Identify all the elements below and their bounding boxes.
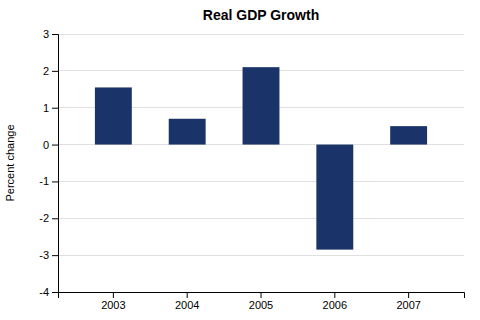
y-axis-label: Percent change: [4, 124, 16, 201]
grid-line: [58, 255, 464, 256]
tick-label: 3: [43, 28, 49, 40]
tick-label: -1: [39, 175, 49, 187]
tick-label: -3: [39, 249, 49, 261]
y-tick: 3: [43, 28, 58, 40]
title: Real GDP Growth: [203, 7, 319, 23]
bar: [169, 119, 206, 145]
x-tick: 2007: [396, 292, 420, 311]
y-axis: -4 -3 -2 -1 0 1 2 3: [39, 28, 58, 298]
tick-mark: [52, 292, 58, 293]
x-tick: 2006: [323, 292, 347, 311]
tick-label: 1: [43, 102, 49, 114]
bar: [243, 67, 280, 144]
y-tick: 1: [43, 102, 58, 114]
plot: -4 -3 -2 -1 0 1 2 3 2003 2004 2005 2006 2007: [39, 28, 464, 311]
bar: [316, 145, 353, 250]
grid-line: [58, 181, 464, 182]
tick-mark: [52, 255, 58, 256]
tick-mark: [52, 34, 58, 35]
tick-mark: [52, 108, 58, 109]
tick-mark: [261, 292, 262, 298]
y-tick: -1: [39, 175, 58, 187]
tick-mark: [52, 71, 58, 72]
tick-label: 2007: [396, 299, 420, 311]
bars: [95, 67, 427, 249]
tick-mark: [52, 145, 58, 146]
tick-label: 2: [43, 65, 49, 77]
x-tick: 2005: [249, 292, 273, 311]
tick-mark: [408, 292, 409, 298]
tick-label: -4: [39, 286, 49, 298]
tick-mark: [334, 292, 335, 298]
tick-label: 0: [43, 139, 49, 151]
tick-mark: [187, 292, 188, 298]
y-tick: -3: [39, 249, 58, 261]
grid: [58, 34, 464, 292]
tick-label: -2: [39, 212, 49, 224]
bar: [390, 126, 427, 144]
x-tick: 2004: [175, 292, 199, 311]
y-tick: 0: [43, 139, 58, 151]
tick-label: 2003: [101, 299, 125, 311]
y-tick: -2: [39, 212, 58, 224]
y-tick: -4: [39, 286, 58, 298]
bar: [95, 87, 132, 144]
tick-mark: [52, 218, 58, 219]
x-axis: 2003 2004 2005 2006 2007: [59, 292, 465, 311]
axis-line: [59, 293, 465, 299]
x-tick: 2003: [101, 292, 125, 311]
tick-label: 2005: [249, 299, 273, 311]
chart-container: Real GDP Growth Percent change -4 -3 -2 -1 0 1 2…: [0, 0, 480, 320]
tick-label: 2004: [175, 299, 199, 311]
grid-line: [58, 218, 464, 219]
tick-mark: [113, 292, 114, 298]
tick-label: 2006: [323, 299, 347, 311]
chart: Real GDP Growth Percent change -4 -3 -2 -1 0 1 2…: [0, 0, 480, 320]
tick-mark: [52, 181, 58, 182]
y-tick: 2: [43, 65, 58, 77]
grid-line: [58, 34, 464, 35]
axis-line: [52, 35, 59, 293]
